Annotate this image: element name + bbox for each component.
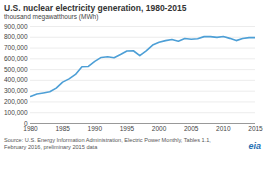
svg-text:2015: 2015 [248, 125, 263, 132]
svg-text:1995: 1995 [120, 125, 135, 132]
svg-text:1985: 1985 [55, 125, 70, 132]
svg-text:2010: 2010 [216, 125, 231, 132]
html-text:thousand megawatthours (MWh): thousand megawatthours (MWh) [4, 13, 99, 20]
svg-text:2000: 2000 [152, 125, 167, 132]
svg-text:100,000: 100,000 [4, 109, 28, 116]
svg-text:400,000: 400,000 [4, 76, 28, 83]
svg-text:300,000: 300,000 [4, 87, 28, 94]
svg-text:2005: 2005 [184, 125, 199, 132]
svg-text:1990: 1990 [88, 125, 103, 132]
svg-text:700,000: 700,000 [4, 44, 28, 51]
svg-text:0: 0 [23, 119, 28, 127]
svg-text:500,000: 500,000 [4, 66, 28, 73]
svg-text:1980: 1980 [23, 125, 38, 132]
html-text:eia: eia [248, 141, 261, 151]
svg-text:600,000: 600,000 [4, 55, 28, 62]
svg-text:200,000: 200,000 [4, 98, 28, 105]
html-text:Source: U.S. Energy Informatio: Source: U.S. Energy Information Administ… [4, 137, 211, 150]
html-text:U.S. nuclear electricity gener: U.S. nuclear electricity generation, 198… [4, 3, 187, 13]
svg-text:800,000: 800,000 [4, 33, 28, 40]
svg-text:900,000: 900,000 [4, 23, 28, 30]
